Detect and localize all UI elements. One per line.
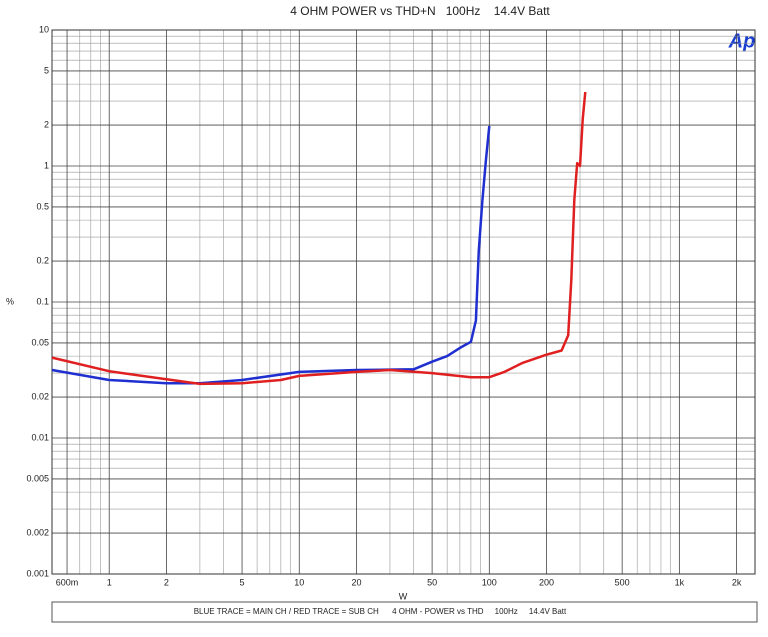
plot-frame [51, 29, 756, 575]
x-tick-label: 20 [351, 577, 361, 587]
x-tick-label: 5 [240, 577, 245, 587]
y-tick-label: 0.02 [31, 391, 49, 401]
x-tick-label: 50 [427, 577, 437, 587]
footer-box [51, 601, 758, 623]
x-axis-label: W [399, 591, 408, 601]
x-tick-label: 500 [615, 577, 630, 587]
x-tick-label: 2 [164, 577, 169, 587]
y-tick-label: 0.001 [26, 568, 49, 578]
y-tick-label: 1 [44, 160, 49, 170]
series-line [51, 91, 587, 386]
y-tick-label: 0.5 [36, 201, 49, 211]
y-tick-label: 0.002 [26, 527, 49, 537]
x-tick-label: 2k [732, 577, 742, 587]
y-tick-label: 0.005 [26, 473, 49, 483]
x-tick-label: 1 [107, 577, 112, 587]
x-tick-label: 10 [294, 577, 304, 587]
y-tick-label: 0.2 [36, 255, 49, 265]
chart-title: 4 OHM POWER vs THD+N 100Hz 14.4V Batt [290, 4, 550, 18]
series-line [51, 125, 491, 385]
y-tick-label: 5 [44, 65, 49, 75]
x-tick-label: 100 [482, 577, 497, 587]
y-tick-label: 0.1 [36, 296, 49, 306]
x-tick-label: 600m [56, 577, 79, 587]
x-tick-label: 1k [675, 577, 685, 587]
y-tick-label: 0.05 [31, 337, 49, 347]
y-tick-label: 10 [39, 24, 49, 34]
x-tick-label: 200 [539, 577, 554, 587]
y-tick-label: 0.01 [31, 432, 49, 442]
footer: BLUE TRACE = MAIN CH / RED TRACE = SUB C… [194, 607, 567, 616]
logo: Ap [728, 30, 756, 52]
y-axis-label: % [6, 296, 14, 306]
y-tick-label: 2 [44, 119, 49, 129]
